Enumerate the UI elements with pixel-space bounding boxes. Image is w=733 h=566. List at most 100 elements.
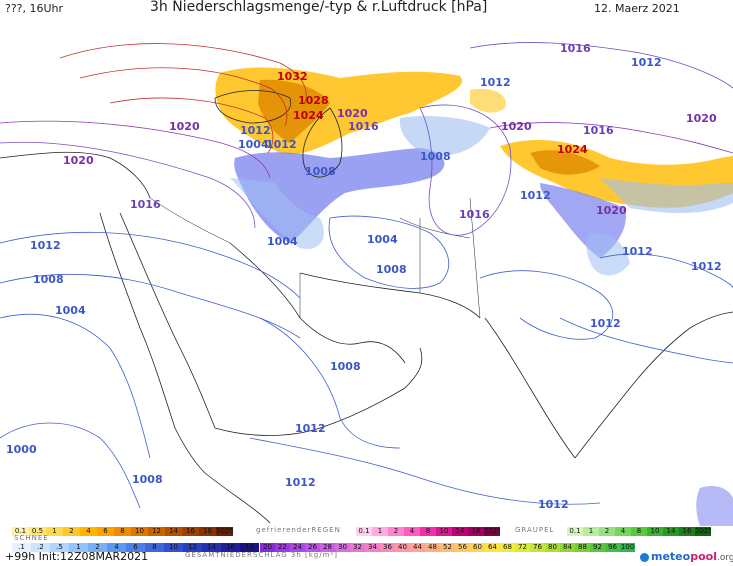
isobar-line-red [109,97,274,154]
isobar-label: 1012 [622,245,653,258]
total-precipitation-legend-swatch: 34 [365,543,380,552]
isobar-label: 1020 [337,107,368,120]
run-label: ???, 16Uhr [5,2,64,15]
isobar-line-purple [489,122,733,154]
isobar-label: 1008 [33,273,64,286]
arabia-south-coast [214,347,423,436]
total-precipitation-legend: 20 22 24 26 28 30 32 34 36 40 44 48 52 56 60 64 68 72 76 80… [260,543,635,552]
snow-legend-swatch: 4 [107,543,126,552]
total-precipitation-legend-swatch: 36 [380,543,395,552]
total-precipitation-legend-swatch: 100 [620,543,635,552]
rain-legend-swatch: 8 [114,527,131,536]
isobar-line-blue [0,273,301,339]
graupel-legend-swatch: 4 [615,527,631,536]
isobar-line-red [79,67,288,127]
freezing-rain-legend-swatch: 0.1 [356,527,372,536]
total-precipitation-legend-swatch: 56 [455,543,470,552]
freezing-rain-legend-swatch: 14 [452,527,468,536]
graupel-legend-swatch: 2 [599,527,615,536]
isobar-label: 1008 [420,150,451,163]
rain-legend-swatch: 0.5 [29,527,46,536]
isobar-line-blue [328,215,449,289]
isobar-label: 1004 [267,235,298,248]
red-sea-coast-west [99,212,206,474]
freezing-rain-legend-swatch: 4 [404,527,420,536]
graupel-legend-swatch: 16 [679,527,695,536]
total-precipitation-legend-swatch: 96 [605,543,620,552]
isobar-label: 1012 [691,260,722,273]
snow-area-caspian [399,116,490,157]
freezing-rain-legend-swatch: 8 [420,527,436,536]
isobar-lines [0,42,733,509]
isobar-label: 1012 [480,76,511,89]
rain-legend-swatch: 10 [131,527,148,536]
logo-drop-icon [640,552,649,562]
snow-area-iran-light [230,178,324,249]
freezing-rain-legend-swatch: 2025+ [484,527,500,536]
country-borders [149,197,481,319]
isobar-label: 1024 [557,143,588,156]
graupel-legend-swatch: 8 [631,527,647,536]
isobar-label: 1020 [169,120,200,133]
freezing-rain-legend-swatch: 1 [372,527,388,536]
snow-legend-swatch: .1 [12,543,31,552]
isobar-line-purple [0,120,271,179]
isobar-label: 1000 [6,443,37,456]
graupel-legend-swatch: 1 [583,527,599,536]
isobar-line-purple [0,141,256,229]
isobar-label: 1008 [376,263,407,276]
isobar-line-red [59,43,307,104]
total-precipitation-legend-label: GESAMTNIEDERSCHLAG 3h [kg/m²] [185,551,338,559]
total-precipitation-legend-swatch: 88 [575,543,590,552]
mediterranean-coast [0,151,151,199]
snow-legend-swatch: 14 [202,543,221,552]
snow-legend-swatch: 12 [183,543,202,552]
meteopool-logo[interactable]: meteopool.org [640,550,733,563]
isobar-label: 1004 [367,233,398,246]
total-precipitation-legend-swatch: 60 [470,543,485,552]
snow-legend-swatch: .5 [50,543,69,552]
black-sea-coast [214,90,292,124]
isobar-label: 1020 [63,154,94,167]
graupel-legend-label: GRAUPEL [515,526,555,534]
snow-legend-swatch: 2 [88,543,107,552]
rain-area-black-sea-dark [258,79,330,143]
graupel-legend-swatch: 2025+ [695,527,711,536]
isobar-label: 1012 [266,138,297,151]
total-precipitation-legend-swatch: 32 [350,543,365,552]
rain-legend-swatch: 4 [80,527,97,536]
isobar-line-blue [0,231,301,299]
isobar-label: 1012 [590,317,621,330]
isobar-label: 1024 [293,109,324,122]
freezing-rain-legend-swatch: 2 [388,527,404,536]
precipitation-areas [215,67,733,526]
rain-legend-swatch: 1 [46,527,63,536]
total-precipitation-legend-swatch: 52 [440,543,455,552]
snow-legend-swatch: 10 [164,543,183,552]
logo-text-meteo: meteo [651,550,691,563]
india-west-coast [484,317,576,459]
snow-legend-label: SCHNEE [14,534,49,542]
isobar-line-blue [0,313,151,459]
logo-text-pool: pool [690,550,717,563]
isobar-label: 1012 [538,498,569,511]
total-precipitation-legend-swatch: 28 [320,543,335,552]
rain-area-himalaya-dark [530,150,600,175]
rain-legend-swatch: 2025+ [216,527,233,536]
snow-area-himalaya-east [600,178,733,213]
isobar-line-blue [249,437,601,505]
map-date: 12. Maerz 2021 [594,2,680,15]
isobar-label: 1020 [596,204,627,217]
persian-gulf-coast [229,242,406,364]
total-precipitation-legend-swatch: 30 [335,543,350,552]
rain-legend-swatch: 6 [97,527,114,536]
isobar-label: 1008 [305,165,336,178]
snow-legend: .1.2.5 1 2 4 6 8 10 12 14 16 18 [12,543,259,552]
snow-legend-swatch: 6 [126,543,145,552]
graupel-legend-swatch: 10 [647,527,663,536]
snow-legend-swatch: 8 [145,543,164,552]
